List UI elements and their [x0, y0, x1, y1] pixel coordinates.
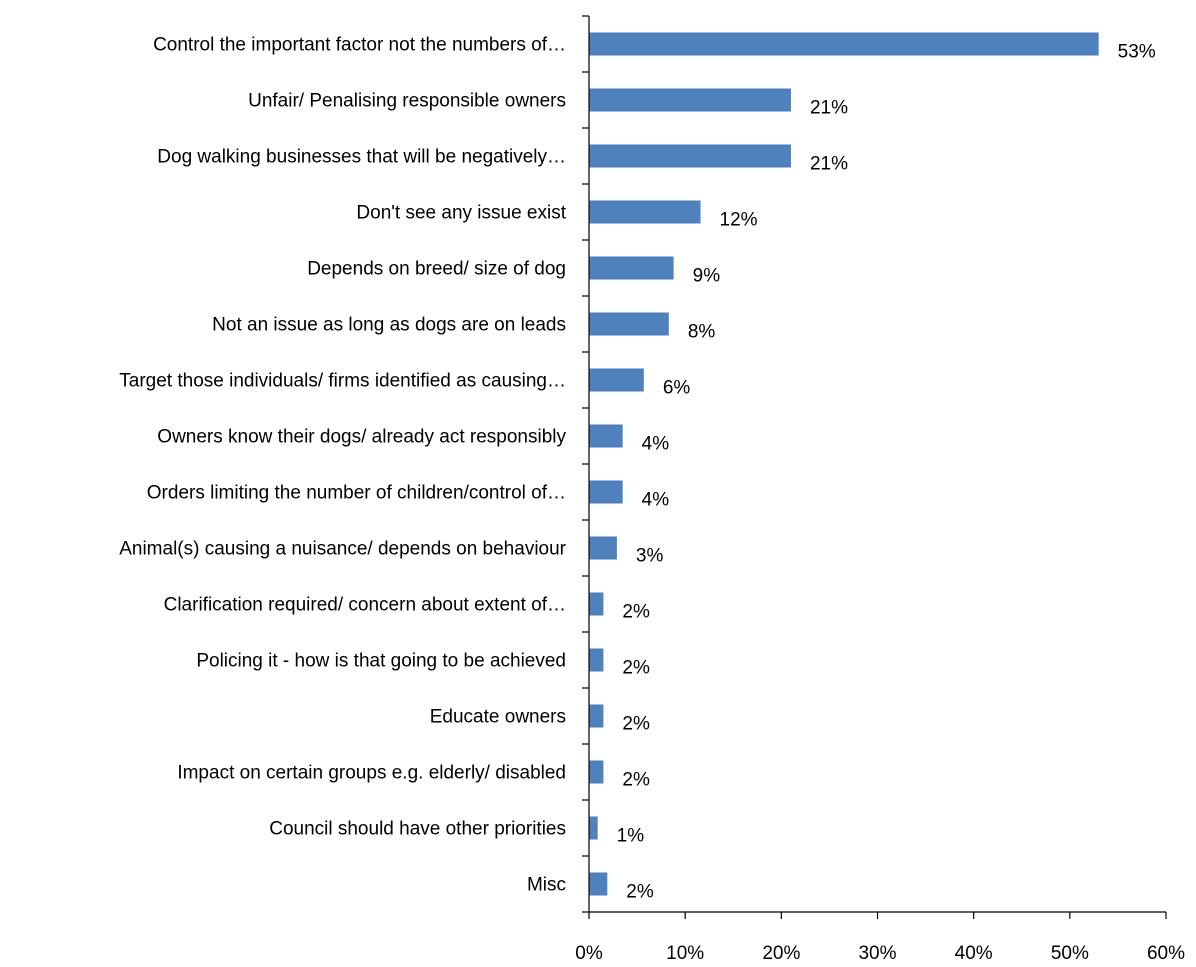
value-labels: 53% 21% 21% 12% 9% 8% 6% 4% 4% 3% 2% 2% 2% 2% 1% 2%	[617, 42, 1156, 903]
category-label: Control the important factor not the num…	[153, 35, 566, 56]
category-label: Dog walking businesses that will be nega…	[157, 147, 566, 168]
value-label: 3%	[636, 546, 664, 567]
value-label: 2%	[622, 714, 650, 735]
category-label: Not an issue as long as dogs are on lead…	[212, 315, 566, 336]
value-label: 2%	[622, 658, 650, 679]
category-label: Animal(s) causing a nuisance/ depends on…	[119, 539, 566, 560]
value-label: 4%	[642, 434, 670, 455]
value-label: 4%	[642, 490, 670, 511]
value-label: 2%	[622, 770, 650, 791]
bar	[589, 32, 1099, 56]
category-label: Unfair/ Penalising responsible owners	[248, 91, 566, 112]
value-label: 21%	[810, 154, 848, 175]
value-label: 12%	[720, 210, 758, 231]
bar	[589, 592, 604, 616]
value-label: 21%	[810, 98, 848, 119]
x-tick-label: 0%	[575, 943, 603, 964]
category-label: Misc	[527, 875, 566, 896]
value-label: 1%	[617, 826, 645, 847]
category-label: Impact on certain groups e.g. elderly/ d…	[177, 763, 566, 784]
bar	[589, 648, 604, 672]
category-label: Target those individuals/ firms identifi…	[119, 371, 566, 392]
category-label: Policing it - how is that going to be ac…	[196, 651, 566, 672]
category-label: Owners know their dogs/ already act resp…	[157, 427, 566, 448]
x-tick-label: 50%	[1051, 943, 1089, 964]
bar	[589, 480, 623, 504]
bars-group	[589, 32, 1099, 896]
value-label: 6%	[663, 378, 691, 399]
bar	[589, 704, 604, 728]
category-label: Depends on breed/ size of dog	[307, 259, 566, 280]
x-axis-ticks: 0% 10% 20% 30% 40% 50% 60%	[575, 912, 1185, 964]
bar	[589, 144, 791, 168]
value-label: 2%	[622, 602, 650, 623]
bar	[589, 536, 617, 560]
bar	[589, 368, 644, 392]
x-tick-label: 60%	[1147, 943, 1185, 964]
category-label: Don't see any issue exist	[356, 203, 566, 224]
bar	[589, 256, 674, 280]
value-label: 53%	[1118, 42, 1156, 63]
x-tick-label: 30%	[858, 943, 896, 964]
category-label: Orders limiting the number of children/c…	[147, 483, 566, 504]
category-label: Educate owners	[430, 707, 566, 728]
bar	[589, 760, 604, 784]
bar	[589, 88, 791, 112]
category-labels: Control the important factor not the num…	[119, 35, 566, 896]
value-label: 8%	[688, 322, 716, 343]
x-tick-label: 20%	[762, 943, 800, 964]
value-label: 9%	[693, 266, 721, 287]
value-label: 2%	[626, 882, 654, 903]
bar	[589, 816, 598, 840]
x-tick-label: 10%	[666, 943, 704, 964]
bar	[589, 872, 608, 896]
x-tick-label: 40%	[955, 943, 993, 964]
category-label: Clarification required/ concern about ex…	[164, 595, 566, 616]
bar	[589, 200, 701, 224]
bar	[589, 312, 669, 336]
category-label: Council should have other priorities	[269, 819, 566, 840]
bar	[589, 424, 623, 448]
